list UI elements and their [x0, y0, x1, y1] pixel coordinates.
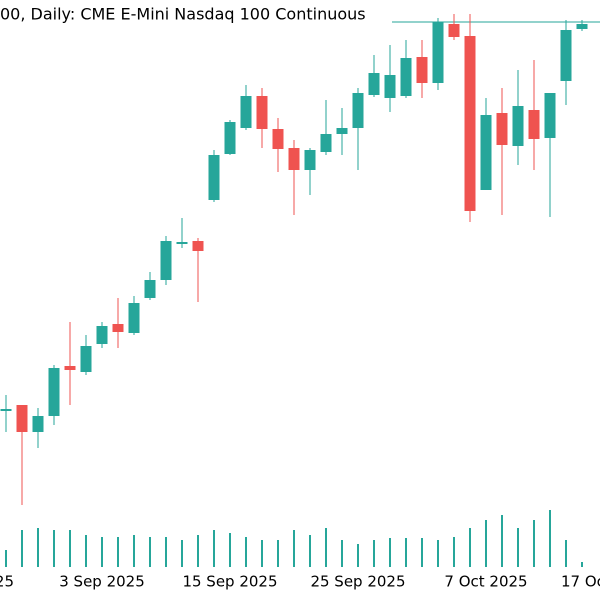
- volume-bar: [485, 520, 487, 567]
- volume-bar: [389, 538, 391, 567]
- volume-bar: [117, 537, 119, 567]
- candle-body: [256, 96, 268, 129]
- candle-body: [576, 24, 588, 29]
- candle-body: [496, 113, 508, 145]
- title-background: [0, 4, 392, 25]
- volume-bar: [421, 538, 423, 567]
- x-tick-label: 25 Sep 2025: [310, 573, 405, 591]
- volume-bar: [517, 528, 519, 567]
- volume-bar: [133, 535, 135, 567]
- volume-bar: [277, 540, 279, 567]
- candle-body: [96, 326, 108, 344]
- volume-bar: [565, 540, 567, 567]
- candle-body: [384, 75, 396, 98]
- candle-body: [128, 303, 140, 333]
- candle-body: [16, 405, 28, 432]
- volume-bar: [437, 540, 439, 567]
- candle-body: [208, 155, 220, 200]
- volume-bar: [581, 562, 583, 567]
- volume-bar: [533, 520, 535, 567]
- volume-bar: [53, 530, 55, 567]
- x-tick-label: 3 Sep 2025: [59, 573, 145, 591]
- volume-bar: [245, 537, 247, 567]
- volume-bar: [197, 535, 199, 567]
- volume-bar: [165, 537, 167, 567]
- volume-bar: [325, 528, 327, 567]
- volume-bar: [37, 528, 39, 567]
- candle-body: [368, 73, 380, 95]
- candle-body: [560, 30, 572, 81]
- candle-body: [512, 106, 524, 146]
- volume-bar: [373, 540, 375, 567]
- volume-bar: [149, 537, 151, 567]
- volume-bar: [229, 533, 231, 567]
- volume-bar: [261, 540, 263, 567]
- x-tick-label: 17 Oc: [561, 573, 600, 591]
- volume-bar: [309, 535, 311, 567]
- volume-bar: [469, 528, 471, 567]
- candle-body: [336, 128, 348, 134]
- volume-bar: [341, 540, 343, 567]
- candle-body: [64, 366, 76, 370]
- x-tick-label: 7 Oct 2025: [444, 573, 527, 591]
- volume-bar: [293, 530, 295, 567]
- candle-body: [80, 346, 92, 372]
- candle-body: [480, 115, 492, 190]
- x-tick-label: 25: [0, 573, 14, 591]
- volume-bar: [549, 510, 551, 567]
- volume-bar: [501, 515, 503, 567]
- volume-bar: [453, 537, 455, 567]
- candle-body: [192, 241, 204, 251]
- candle-body: [528, 110, 540, 139]
- volume-bar: [69, 530, 71, 567]
- volume-bar: [357, 544, 359, 567]
- candle-body: [112, 324, 124, 332]
- volume-bar: [213, 530, 215, 567]
- candle-body: [432, 22, 444, 83]
- candle-body: [48, 368, 60, 416]
- candle-body: [544, 93, 556, 138]
- volume-bar: [181, 540, 183, 567]
- volume-bar: [85, 535, 87, 567]
- x-tick-label: 15 Sep 2025: [182, 573, 277, 591]
- candle-body: [176, 242, 188, 244]
- chart-title: 00, Daily: CME E-Mini Nasdaq 100 Continu…: [0, 5, 366, 24]
- volume-bar: [21, 530, 23, 567]
- candle-body: [288, 148, 300, 170]
- candle-body: [224, 122, 236, 154]
- candle-body: [240, 96, 252, 128]
- volume-bar: [5, 550, 7, 567]
- candle-body: [352, 93, 364, 128]
- candle-body: [464, 36, 476, 211]
- volume-bar: [101, 537, 103, 567]
- candle-body: [320, 134, 332, 152]
- candle-body: [416, 57, 428, 83]
- candle-body: [32, 416, 44, 432]
- volume-bar: [405, 538, 407, 567]
- candle-body: [272, 129, 284, 149]
- candle-body: [0, 409, 12, 411]
- candle-body: [400, 58, 412, 96]
- candle-body: [144, 280, 156, 298]
- candle-body: [160, 241, 172, 280]
- candle-body: [304, 150, 316, 170]
- candle-body: [448, 24, 460, 37]
